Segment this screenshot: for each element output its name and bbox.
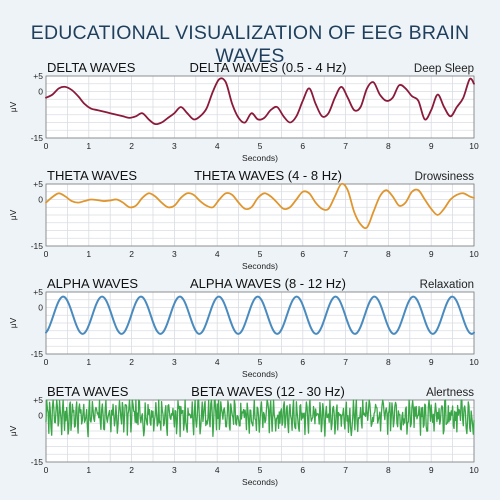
- x-tick-label: 3: [172, 357, 177, 367]
- plot-frame: [45, 75, 475, 139]
- y-tick-label: 0: [38, 195, 43, 205]
- panel-title: BETA WAVES (12 - 30 Hz): [191, 384, 345, 399]
- x-tick-label: 9: [429, 465, 434, 475]
- x-axis-label: Seconds): [242, 369, 278, 379]
- x-tick-label: 0: [44, 141, 49, 151]
- page-title: EDUCATIONAL VISUALIZATION OF EEG BRAIN W…: [30, 22, 470, 67]
- y-tick-label: +5: [33, 287, 43, 297]
- y-tick-label: 0: [38, 87, 43, 97]
- x-tick-label: 10: [469, 141, 479, 151]
- y-axis-label: μV: [8, 209, 18, 220]
- x-tick-label: 2: [129, 357, 134, 367]
- x-tick-label: 3: [172, 141, 177, 151]
- y-tick-label: 0: [38, 303, 43, 313]
- x-tick-label: 5: [258, 141, 263, 151]
- y-tick-label: -15: [31, 457, 44, 467]
- chart-panel-3: ALPHA WAVES ALPHA WAVES (8 - 12 Hz) Relaxa…: [8, 276, 479, 379]
- panel-title: DELTA WAVES (0.5 - 4 Hz): [190, 60, 347, 75]
- panel-title: THETA WAVES (4 - 8 Hz): [194, 168, 342, 183]
- wave-line: [45, 399, 475, 438]
- x-tick-label: 7: [343, 141, 348, 151]
- x-tick-label: 7: [343, 357, 348, 367]
- x-tick-label: 5: [258, 249, 263, 259]
- panel-band-label: THETA WAVES: [47, 168, 137, 183]
- x-tick-label: 2: [129, 249, 134, 259]
- chart-panel-2: THETA WAVES THETA WAVES (4 - 8 Hz) Drowsin…: [8, 168, 479, 271]
- x-axis-label: Seconds): [242, 261, 278, 271]
- x-tick-label: 6: [300, 465, 305, 475]
- x-tick-label: 1: [86, 465, 91, 475]
- panel-band-label: DELTA WAVES: [47, 60, 136, 75]
- x-tick-label: 0: [44, 357, 49, 367]
- panel-state-label: Alertness: [426, 387, 474, 399]
- x-tick-label: 3: [172, 465, 177, 475]
- x-tick-label: 4: [215, 249, 220, 259]
- wave-line: [45, 182, 475, 230]
- x-tick-label: 1: [86, 357, 91, 367]
- wave-line: [45, 295, 475, 335]
- x-tick-label: 5: [258, 465, 263, 475]
- chart-panel-1: DELTA WAVES DELTA WAVES (0.5 - 4 Hz) Deep …: [8, 60, 479, 163]
- panel-state-label: Drowsiness: [415, 171, 475, 183]
- x-axis-label: Seconds): [242, 477, 278, 487]
- y-axis-label: μV: [8, 101, 18, 112]
- x-tick-label: 0: [44, 465, 49, 475]
- plot-frame: [45, 291, 475, 355]
- y-tick-label: -15: [31, 241, 44, 251]
- panel-state-label: Deep Sleep: [414, 63, 474, 75]
- x-tick-label: 6: [300, 249, 305, 259]
- x-tick-label: 7: [343, 249, 348, 259]
- wave-line: [45, 77, 475, 126]
- y-tick-label: +5: [33, 395, 43, 405]
- x-tick-label: 8: [386, 141, 391, 151]
- y-axis-label: μV: [8, 425, 18, 436]
- panel-state-label: Relaxation: [420, 279, 474, 291]
- x-tick-label: 7: [343, 465, 348, 475]
- chart-panel-4: BETA WAVES BETA WAVES (12 - 30 Hz) Alertne…: [8, 384, 479, 487]
- x-tick-label: 8: [386, 357, 391, 367]
- x-tick-label: 10: [469, 465, 479, 475]
- x-tick-label: 8: [386, 249, 391, 259]
- x-tick-label: 4: [215, 141, 220, 151]
- x-tick-label: 6: [300, 357, 305, 367]
- panel-band-label: ALPHA WAVES: [47, 276, 138, 291]
- x-tick-label: 4: [215, 465, 220, 475]
- x-tick-label: 5: [258, 357, 263, 367]
- y-tick-label: -15: [31, 133, 44, 143]
- x-tick-label: 2: [129, 141, 134, 151]
- plot-frame: [45, 183, 475, 247]
- x-tick-label: 3: [172, 249, 177, 259]
- x-tick-label: 0: [44, 249, 49, 259]
- x-tick-label: 1: [86, 249, 91, 259]
- y-tick-label: 0: [38, 411, 43, 421]
- x-tick-label: 9: [429, 357, 434, 367]
- x-tick-label: 1: [86, 141, 91, 151]
- y-axis-label: μV: [8, 317, 18, 328]
- x-tick-label: 9: [429, 141, 434, 151]
- panel-title: ALPHA WAVES (8 - 12 Hz): [190, 276, 346, 291]
- y-tick-label: +5: [33, 179, 43, 189]
- x-tick-label: 8: [386, 465, 391, 475]
- x-tick-label: 6: [300, 141, 305, 151]
- y-tick-label: +5: [33, 71, 43, 81]
- x-tick-label: 9: [429, 249, 434, 259]
- y-tick-label: -15: [31, 349, 44, 359]
- x-tick-label: 2: [129, 465, 134, 475]
- x-tick-label: 10: [469, 357, 479, 367]
- x-tick-label: 4: [215, 357, 220, 367]
- x-tick-label: 10: [469, 249, 479, 259]
- panel-band-label: BETA WAVES: [47, 384, 129, 399]
- x-axis-label: Seconds): [242, 153, 278, 163]
